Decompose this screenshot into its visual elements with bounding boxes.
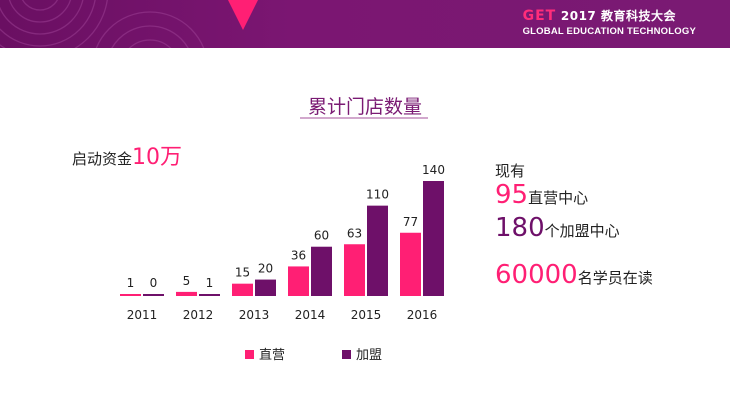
slide-title: 累计门店数量 <box>307 96 422 118</box>
legend-label-direct: 直营 <box>259 348 285 363</box>
data-label-franchise-2012: 1 <box>206 276 214 290</box>
bar-franchise-2015 <box>367 205 388 296</box>
legend-swatch-direct <box>245 350 254 359</box>
x-tick-label-2012: 2012 <box>183 308 214 322</box>
bar-direct-2011 <box>120 294 141 296</box>
data-label-direct-2012: 5 <box>183 274 191 288</box>
bar-franchise-2012 <box>199 294 220 296</box>
bar-franchise-2016 <box>423 181 444 296</box>
data-label-franchise-2015: 110 <box>366 188 389 202</box>
stat-franchise: 180个加盟中心 <box>495 213 620 243</box>
franchise-count: 180 <box>495 213 545 243</box>
brand-title: GET 2017 教育科技大会 <box>523 7 696 24</box>
legend-label-franchise: 加盟 <box>356 348 382 363</box>
data-label-direct-2015: 63 <box>347 226 362 240</box>
franchise-label: 个加盟中心 <box>544 222 620 240</box>
data-label-franchise-2014: 60 <box>314 229 329 243</box>
x-tick-label-2011: 2011 <box>127 308 158 322</box>
x-tick-label-2014: 2014 <box>295 308 326 322</box>
banner-triangle-icon <box>228 0 258 30</box>
students-count: 60000 <box>495 260 578 290</box>
stat-prefix-text: 现有 <box>495 162 526 180</box>
bar-direct-2012 <box>176 291 197 296</box>
bar-franchise-2013 <box>255 279 276 296</box>
startup-amount: 10万 <box>132 145 183 170</box>
brand-block: GET 2017 教育科技大会 GLOBAL EDUCATION TECHNOL… <box>523 7 696 37</box>
data-label-franchise-2011: 0 <box>150 276 158 290</box>
bar-direct-2016 <box>400 232 421 296</box>
direct-count: 95 <box>495 180 529 210</box>
brand-subtitle: GLOBAL EDUCATION TECHNOLOGY <box>522 26 696 37</box>
startup-capital: 启动资金10万 <box>72 139 182 171</box>
x-tick-label-2015: 2015 <box>351 308 382 322</box>
data-label-direct-2014: 36 <box>291 248 306 262</box>
bar-direct-2015 <box>344 244 365 296</box>
data-label-franchise-2016: 140 <box>422 163 445 177</box>
title-underline <box>300 117 428 119</box>
students-label: 名学员在读 <box>577 269 653 287</box>
data-label-direct-2016: 77 <box>403 215 418 229</box>
legend-swatch-franchise <box>342 350 351 359</box>
bar-franchise-2011 <box>143 294 164 296</box>
stat-direct: 95直营中心 <box>495 180 588 210</box>
startup-label: 启动资金 <box>72 150 133 168</box>
bar-direct-2014 <box>288 266 309 296</box>
banner-decoration <box>0 0 258 48</box>
event-name: 2017 教育科技大会 <box>560 9 676 23</box>
header-banner: GET 2017 教育科技大会 GLOBAL EDUCATION TECHNOL… <box>0 0 730 48</box>
bar-franchise-2014 <box>311 246 332 296</box>
data-label-direct-2013: 15 <box>235 266 250 280</box>
stat-students: 60000名学员在读 <box>495 260 653 290</box>
bar-direct-2013 <box>232 283 253 296</box>
data-label-direct-2011: 1 <box>127 276 135 290</box>
x-tick-label-2013: 2013 <box>239 308 270 322</box>
data-label-franchise-2013: 20 <box>258 262 273 276</box>
x-tick-label-2016: 2016 <box>407 308 438 322</box>
stat-prefix: 现有 <box>495 160 525 181</box>
direct-label: 直营中心 <box>528 189 589 207</box>
get-logo: GET <box>522 8 557 24</box>
